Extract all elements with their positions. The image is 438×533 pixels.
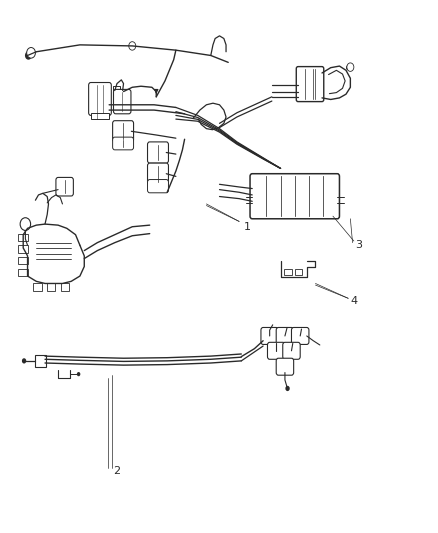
Bar [18, 269, 28, 276]
Circle shape [22, 358, 26, 364]
FancyBboxPatch shape [250, 174, 339, 219]
FancyBboxPatch shape [113, 137, 133, 150]
FancyBboxPatch shape [56, 177, 73, 196]
FancyBboxPatch shape [267, 342, 284, 359]
Circle shape [285, 386, 289, 391]
Text: 4: 4 [350, 296, 357, 306]
Circle shape [345, 65, 350, 70]
Bar [35, 354, 46, 367]
FancyBboxPatch shape [260, 327, 278, 344]
Bar [60, 284, 69, 291]
FancyBboxPatch shape [276, 327, 293, 344]
Circle shape [128, 42, 135, 50]
FancyBboxPatch shape [282, 342, 300, 359]
Circle shape [27, 47, 35, 58]
FancyBboxPatch shape [276, 358, 293, 375]
Text: 1: 1 [243, 222, 250, 232]
Circle shape [77, 372, 80, 376]
FancyBboxPatch shape [291, 327, 308, 344]
Circle shape [25, 51, 32, 60]
Bar [113, 86, 120, 93]
FancyBboxPatch shape [88, 83, 111, 115]
Bar [18, 245, 28, 253]
Text: 3: 3 [354, 240, 361, 251]
FancyBboxPatch shape [147, 163, 168, 184]
Bar [33, 284, 42, 291]
Bar [18, 233, 28, 241]
Text: 2: 2 [113, 466, 120, 475]
Circle shape [20, 217, 31, 230]
FancyBboxPatch shape [113, 90, 131, 114]
FancyBboxPatch shape [296, 67, 323, 102]
FancyBboxPatch shape [113, 120, 133, 142]
Bar [91, 113, 109, 119]
Circle shape [346, 63, 353, 71]
Circle shape [130, 44, 134, 48]
Bar [18, 257, 28, 264]
Bar [283, 269, 291, 275]
FancyBboxPatch shape [147, 180, 168, 193]
FancyBboxPatch shape [147, 142, 168, 163]
Bar [47, 284, 55, 291]
Bar [294, 269, 302, 275]
